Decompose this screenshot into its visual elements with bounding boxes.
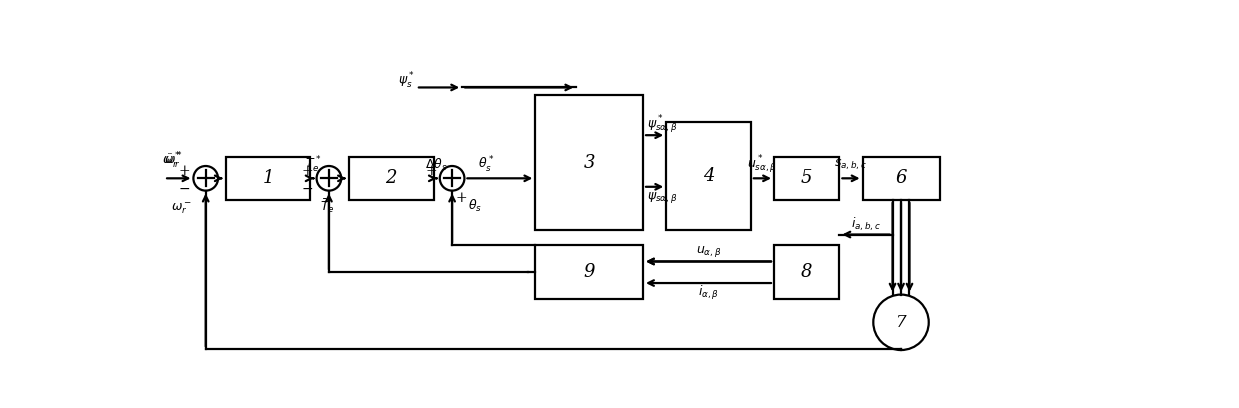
Text: $\theta_s$: $\theta_s$ — [467, 198, 482, 214]
Text: $i_{\alpha,\beta}$: $i_{\alpha,\beta}$ — [698, 284, 719, 302]
Text: 1: 1 — [263, 169, 274, 187]
Text: $\psi_{s\alpha,\beta}^*$: $\psi_{s\alpha,\beta}^*$ — [647, 113, 678, 135]
Bar — [225, 157, 311, 200]
Text: $\dot{\omega}_r^*$: $\dot{\omega}_r^*$ — [162, 151, 181, 171]
Text: $\Delta\theta_s$: $\Delta\theta_s$ — [425, 156, 449, 173]
Text: $u_{s\alpha,\beta}^*$: $u_{s\alpha,\beta}^*$ — [747, 153, 777, 175]
Bar — [862, 157, 939, 200]
Text: 7: 7 — [896, 314, 907, 331]
Text: 6: 6 — [896, 169, 907, 187]
Bar — [349, 157, 434, 200]
Text: $\theta_s^*$: $\theta_s^*$ — [478, 154, 494, 175]
Text: $T_e^*$: $T_e^*$ — [305, 154, 322, 175]
Bar — [667, 122, 751, 230]
Text: $\bar{T}_e$: $\bar{T}_e$ — [320, 197, 335, 215]
Text: $u_{\alpha,\beta}$: $u_{\alpha,\beta}$ — [696, 244, 721, 259]
Text: +: + — [425, 164, 436, 177]
Text: 2: 2 — [385, 169, 396, 187]
Text: 9: 9 — [584, 263, 595, 281]
Text: $\psi_s^*$: $\psi_s^*$ — [398, 71, 414, 91]
Text: +: + — [178, 164, 191, 177]
Text: $s_{a,b,c}$: $s_{a,b,c}$ — [834, 157, 867, 172]
Text: $\omega_r^-$: $\omega_r^-$ — [171, 200, 192, 215]
Text: 8: 8 — [800, 263, 813, 281]
Text: +: + — [302, 164, 313, 177]
Text: $-$: $-$ — [301, 181, 313, 195]
Text: 4: 4 — [703, 167, 714, 185]
Text: 3: 3 — [584, 153, 595, 171]
Bar — [774, 157, 840, 200]
Bar — [535, 245, 643, 299]
Bar — [774, 245, 840, 299]
Bar — [535, 95, 643, 230]
Text: $\psi_{s\alpha,\beta}$: $\psi_{s\alpha,\beta}$ — [647, 190, 678, 205]
Text: +: + — [456, 191, 467, 205]
Text: 5: 5 — [800, 169, 813, 187]
Text: $-$: $-$ — [178, 181, 191, 195]
Text: $\dot{\omega}_r^*$: $\dot{\omega}_r^*$ — [164, 151, 182, 171]
Text: $i_{a,b,c}$: $i_{a,b,c}$ — [851, 216, 881, 233]
